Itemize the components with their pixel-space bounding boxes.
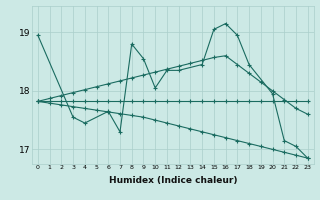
- X-axis label: Humidex (Indice chaleur): Humidex (Indice chaleur): [108, 176, 237, 185]
